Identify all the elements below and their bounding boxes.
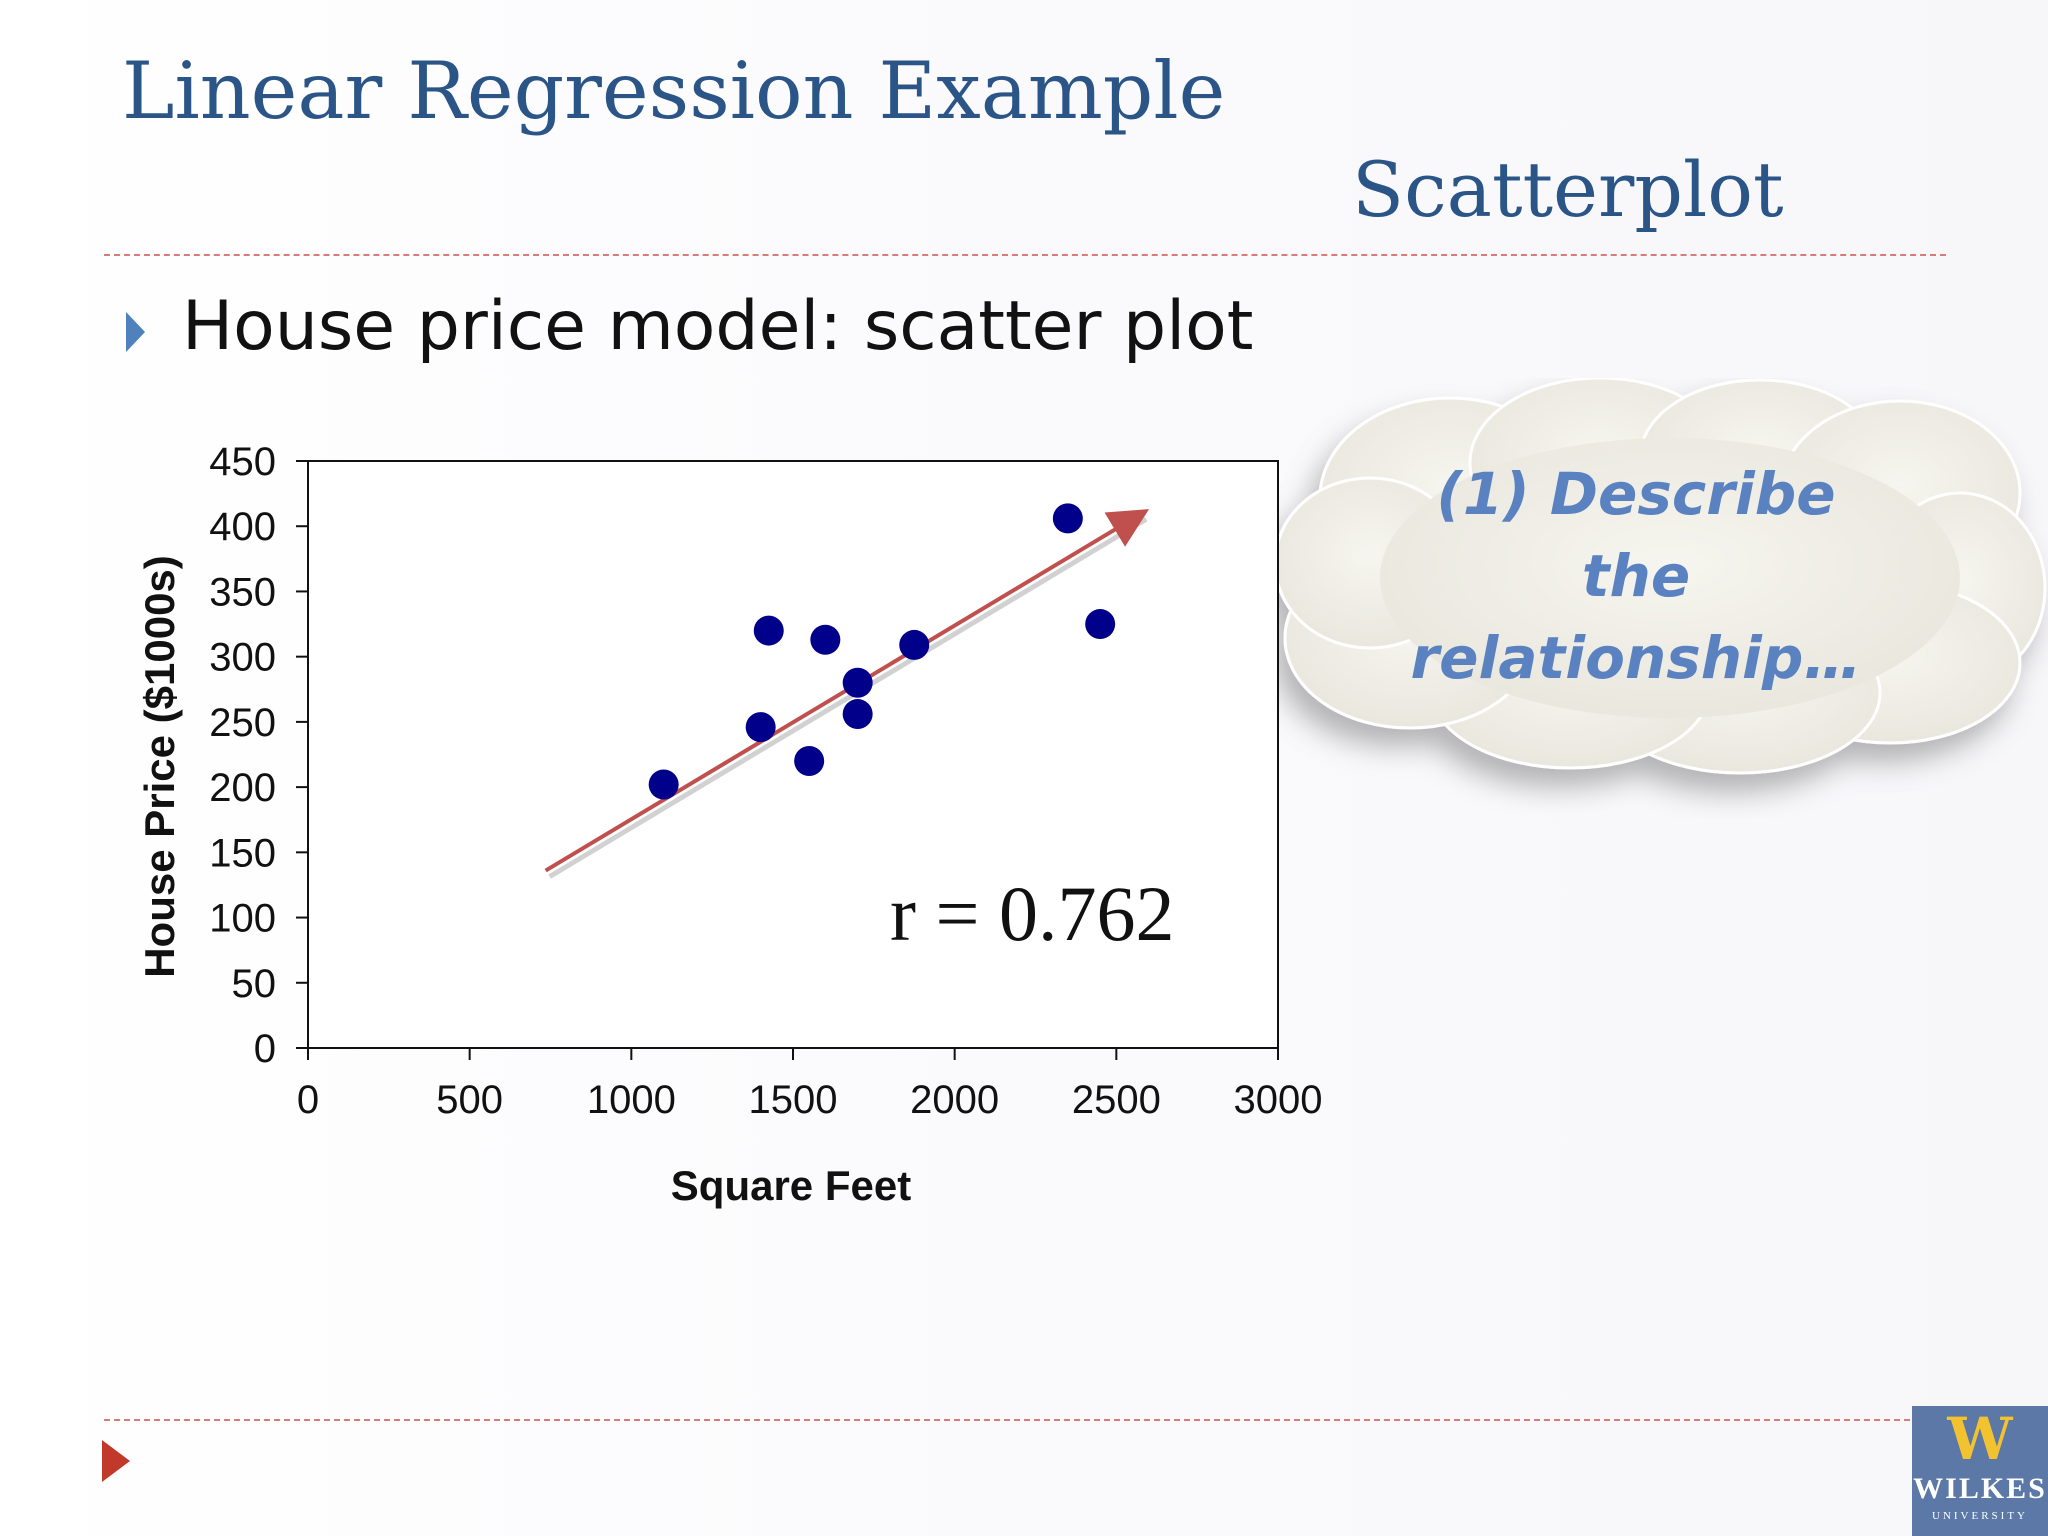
y-tick-label: 400: [209, 505, 276, 549]
y-tick-label: 200: [209, 766, 276, 810]
data-point: [1085, 609, 1116, 640]
callout-line-2: the: [1581, 542, 1691, 610]
logo-subtitle: UNIVERSITY: [1932, 1510, 2028, 1522]
data-point: [648, 769, 679, 800]
x-axis: 0 500 1000 1500 2000 2500 3000: [297, 1048, 1323, 1122]
y-axis: 0 50 100 150 200 250 300 350 400 450: [209, 440, 308, 1071]
y-tick-label: 250: [209, 701, 276, 745]
correlation-annotation: r = 0.762: [890, 870, 1174, 957]
trend-arrow: [544, 509, 1150, 873]
y-axis-title: House Price ($1000s): [136, 555, 183, 978]
logo-mark: W: [1947, 1405, 2013, 1473]
y-tick-label: 100: [209, 897, 276, 941]
bullet-arrow-icon: [126, 312, 145, 352]
slide-subtitle: Scatterplot: [1352, 145, 1784, 234]
x-axis-title: Square Feet: [671, 1162, 911, 1209]
bottom-divider: [104, 1419, 1910, 1421]
trend-arrow-shadow: [548, 517, 1148, 879]
trend-arrow-group: [544, 509, 1150, 879]
data-point: [842, 699, 873, 730]
x-tick-label: 3000: [1234, 1078, 1323, 1122]
x-tick-label: 2500: [1072, 1078, 1161, 1122]
bullet-text: House price model: scatter plot: [182, 287, 1254, 366]
data-point: [745, 712, 776, 743]
x-tick-label: 500: [436, 1078, 503, 1122]
plot-area-frame: [307, 460, 1279, 1049]
data-point: [753, 615, 784, 646]
x-tick-label: 1500: [749, 1078, 838, 1122]
y-tick-label: 50: [232, 962, 277, 1006]
data-points: [648, 503, 1116, 800]
y-tick-label: 300: [209, 636, 276, 680]
x-tick-label: 2000: [910, 1078, 999, 1122]
data-point: [794, 746, 825, 777]
slide-title: Linear Regression Example: [122, 45, 1226, 137]
x-tick-label: 0: [297, 1078, 319, 1122]
data-point: [842, 667, 873, 698]
callout-line-3: relationship…: [1410, 624, 1862, 692]
data-point: [1052, 503, 1083, 534]
top-divider: [104, 254, 1946, 256]
y-tick-label: 150: [209, 831, 276, 875]
callout-line-1: (1) Describe: [1436, 460, 1836, 528]
y-tick-label: 450: [209, 440, 276, 484]
y-tick-label: 0: [254, 1027, 276, 1071]
logo-name: WILKES: [1913, 1472, 2047, 1505]
wilkes-logo-icon: W WILKES UNIVERSITY: [1912, 1406, 2048, 1536]
x-tick-label: 1000: [587, 1078, 676, 1122]
data-point: [899, 629, 930, 660]
nav-arrow-icon[interactable]: [102, 1440, 130, 1482]
data-point: [810, 624, 841, 655]
y-tick-label: 350: [209, 570, 276, 614]
thought-cloud: [1273, 378, 2047, 775]
